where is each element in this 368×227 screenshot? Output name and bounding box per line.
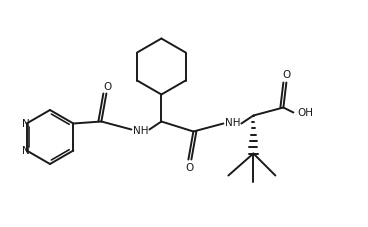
Text: NH: NH [224,118,240,128]
Text: OH: OH [297,108,314,118]
Text: N: N [22,146,29,156]
Text: N: N [22,119,29,129]
Text: O: O [103,81,112,91]
Text: O: O [185,163,194,173]
Text: NH: NH [132,126,148,136]
Text: O: O [282,70,290,80]
